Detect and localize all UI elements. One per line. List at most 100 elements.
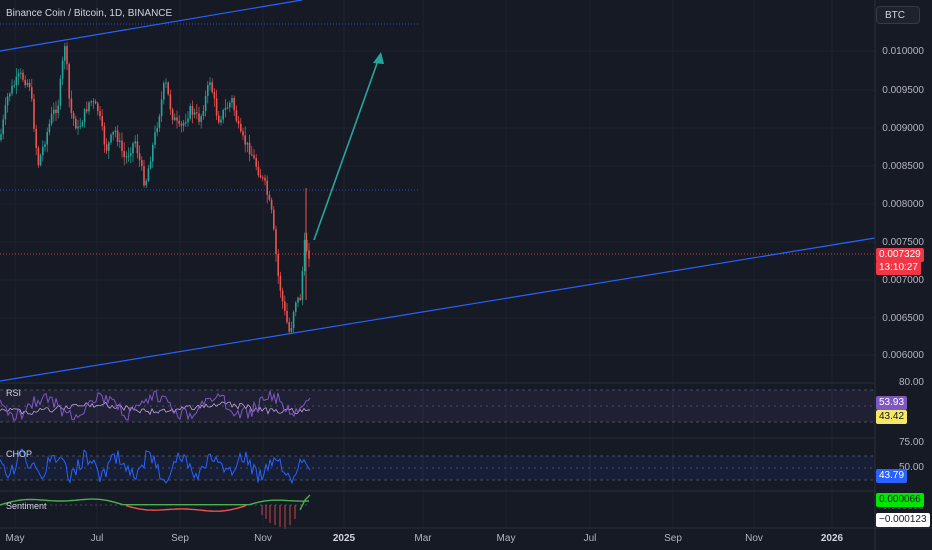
candle-body [213,92,216,99]
chop-line [0,448,311,485]
candle-body [163,83,165,100]
price-label: 0.008000 [882,199,924,210]
candle-body [266,180,268,195]
candle-body [156,128,158,133]
candle-body [77,126,79,129]
currency-button[interactable]: BTC [876,6,920,24]
candle-body [17,73,20,77]
candle-body [295,302,297,313]
rsi-top-label: 80.00 [898,377,924,388]
rsi-line [0,389,311,422]
rsi-ma-tag: 43.42 [876,410,908,424]
candle-body [187,118,189,123]
candle-body [114,130,117,133]
time-label: Nov [254,533,272,544]
candle-body [149,161,152,169]
candle-body [222,110,224,120]
candle-body [246,142,249,145]
rsi-value-tag: 53.93 [876,396,908,410]
candle-body [165,82,167,84]
candle-body [193,112,196,115]
candle-body [13,85,15,87]
candle-body [200,116,202,122]
candle-body [26,82,29,86]
candle-body [202,111,205,117]
candle-body [53,109,55,114]
candle-body [92,101,95,103]
candle-body [308,250,310,259]
time-label: 2025 [332,533,356,544]
candle-body [171,109,174,121]
candle-body [288,322,290,332]
candle-body [292,312,295,329]
candle-body [70,98,73,114]
candle-body [138,153,141,161]
candle-body [231,98,233,103]
candle-body [147,168,150,181]
candle-body [174,117,176,121]
time-label: Sep [664,533,682,544]
candle-body [279,275,282,291]
candle-body [6,96,9,106]
candle-body [178,120,180,124]
candle-body [11,85,13,94]
candle-body [121,140,123,151]
candle-body [176,117,178,121]
candle-body [55,109,57,114]
candle-body [301,271,304,300]
time-label: 2026 [820,533,844,544]
price-label: 0.007000 [882,275,924,286]
candle-body [37,148,40,166]
candle-body [68,64,70,99]
projection-arrow[interactable] [313,52,384,241]
candle-body [119,140,121,142]
candle-body [198,113,200,122]
candle-body [220,119,222,123]
time-label: May [5,533,25,544]
candle-body [273,209,275,230]
candle-body [244,135,246,145]
trendlines[interactable] [0,0,876,382]
candle-body [306,239,308,251]
candle-body [101,116,103,127]
candle-body [22,72,24,80]
candle-body [81,122,84,127]
sentiment-value-tag: 0.000066 [876,493,924,507]
candle-body [204,95,207,112]
candle-body [270,199,273,210]
candle-body [28,82,31,88]
candle-body [182,122,185,126]
candle-body [0,134,2,140]
candle-body [268,194,271,200]
candle-body [2,119,4,135]
candle-body [64,46,66,61]
candle-body [72,113,75,119]
candle-body [259,175,262,178]
symbol-title: Binance Coin / Bitcoin, 1D, BINANCE [6,8,173,19]
candle-body [105,144,108,151]
price-label: 0.010000 [882,46,924,57]
chop-value-tag: 43.79 [876,469,908,483]
candlesticks [0,42,310,335]
chop-title: CHOP [6,449,33,459]
candle-body [145,180,147,186]
candle-body [229,102,231,108]
candle-body [75,118,77,129]
chop-band [0,456,875,480]
rsi-band [0,390,875,422]
sentiment-negative-line [125,504,247,512]
candle-body [31,87,33,99]
candle-body [57,105,59,114]
candle-body [97,103,99,111]
sentiment-value2-tag: −0.000123 [876,513,930,527]
sentiment-pane [0,490,875,529]
candle-body [83,109,86,123]
rsi-pane [0,382,875,423]
candle-body [240,123,242,132]
candle-body [286,310,288,323]
candle-body [46,132,48,145]
candle-body [224,107,227,111]
candle-body [88,102,90,112]
candle-body [4,105,7,120]
